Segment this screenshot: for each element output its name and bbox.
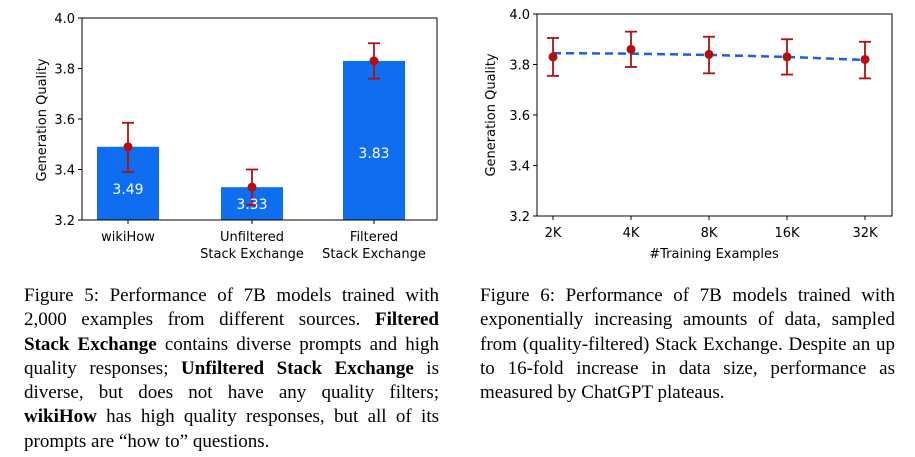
data-point — [860, 54, 870, 64]
y-axis-label: Generation Quality — [484, 53, 499, 176]
bar-value-label: 3.33 — [236, 197, 267, 213]
mean-point — [123, 142, 133, 152]
y-tick-label: 4.0 — [54, 12, 75, 27]
figure-6-caption: Figure 6: Performance of 7B models train… — [480, 284, 895, 405]
x-category-label: wikiHow — [101, 230, 155, 245]
mean-point — [247, 182, 257, 192]
bar — [343, 60, 405, 220]
caption-text: contains diverse prompts and high qualit… — [24, 333, 439, 379]
x-tick-label: 32K — [852, 226, 878, 241]
y-tick-label: 3.4 — [54, 164, 75, 179]
y-tick-label: 3.2 — [509, 210, 530, 225]
bar-value-label: 3.83 — [358, 146, 389, 162]
data-point — [548, 52, 558, 62]
x-category-label: Unfiltered — [220, 230, 284, 245]
y-tick-label: 3.6 — [509, 109, 530, 124]
data-point — [782, 52, 792, 62]
figure-6-line-chart: Generation Quality 3.2 3.4 3.6 3.8 4.0 2K 4K 8… — [484, 8, 893, 262]
caption-text: Performance of 7B models trained with 2,… — [24, 285, 439, 331]
x-tick-label: 8K — [701, 226, 718, 241]
data-point — [626, 44, 636, 54]
y-tick-label: 3.4 — [509, 160, 530, 175]
plot-frame — [81, 17, 438, 221]
data-point — [704, 49, 714, 59]
y-tick-label: 4.0 — [509, 8, 530, 23]
caption-label: Figure 5: — [24, 285, 99, 306]
caption-label: Figure 6: — [480, 285, 555, 306]
bar-value-label: 3.49 — [112, 182, 143, 198]
y-tick-label: 3.2 — [54, 214, 75, 229]
x-category-label: Stack Exchange — [322, 247, 426, 262]
y-tick-label: 3.6 — [54, 113, 75, 128]
y-axis-label: Generation Quality — [35, 58, 50, 181]
caption-text: has high quality responses, but all of i… — [24, 406, 439, 452]
y-tick-label: 3.8 — [509, 59, 530, 74]
x-tick-label: 16K — [774, 226, 800, 241]
mean-point — [369, 56, 379, 66]
x-tick-label: 4K — [623, 226, 640, 241]
x-category-label: Filtered — [350, 230, 398, 245]
x-tick-label: 2K — [545, 226, 562, 241]
caption-text: is diverse, but does not have any qualit… — [24, 357, 439, 404]
y-tick-label: 3.8 — [54, 63, 75, 78]
figure-5-bar-chart: Generation Quality 3.2 3.4 3.6 3.8 4.0 3.49 3… — [35, 12, 438, 262]
x-category-label: Stack Exchange — [200, 247, 304, 262]
caption-bold: Unfiltered Stack Exchange — [181, 357, 414, 379]
x-axis-label: #Training Examples — [649, 247, 779, 262]
figure-5-caption: Figure 5: Performance of 7B models train… — [24, 284, 439, 454]
caption-bold: Filtered Stack Exchange — [24, 309, 439, 355]
caption-bold: wikiHow — [24, 406, 97, 428]
caption-text: Performance of 7B models trained with ex… — [480, 285, 895, 404]
plot-frame — [536, 13, 893, 217]
